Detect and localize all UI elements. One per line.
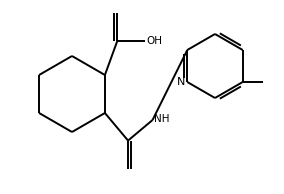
Text: OH: OH (146, 36, 162, 46)
Text: N: N (177, 77, 185, 87)
Text: NH: NH (154, 114, 169, 124)
